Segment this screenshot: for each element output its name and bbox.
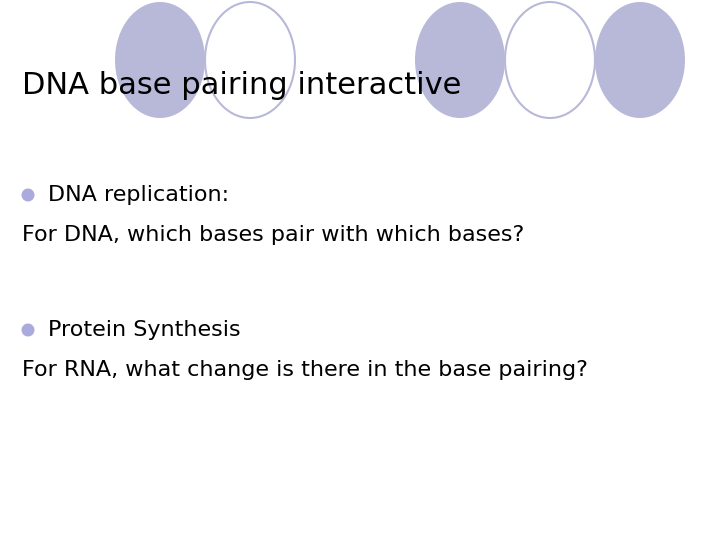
- Text: Protein Synthesis: Protein Synthesis: [48, 320, 240, 340]
- Text: For RNA, what change is there in the base pairing?: For RNA, what change is there in the bas…: [22, 360, 588, 380]
- Ellipse shape: [595, 2, 685, 118]
- Ellipse shape: [22, 188, 35, 201]
- Text: For DNA, which bases pair with which bases?: For DNA, which bases pair with which bas…: [22, 225, 524, 245]
- Text: DNA replication:: DNA replication:: [48, 185, 229, 205]
- Ellipse shape: [22, 323, 35, 336]
- Ellipse shape: [415, 2, 505, 118]
- Ellipse shape: [115, 2, 205, 118]
- Text: DNA base pairing interactive: DNA base pairing interactive: [22, 71, 462, 99]
